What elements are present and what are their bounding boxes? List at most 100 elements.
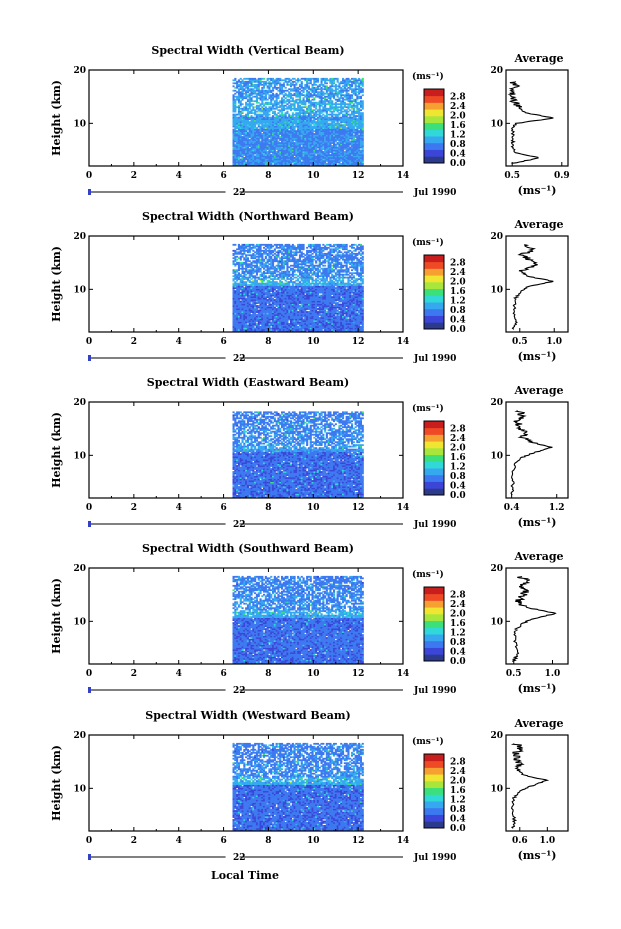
heatmap-cell (336, 134, 339, 137)
heatmap-cell (318, 321, 321, 324)
heatmap-cell (343, 318, 346, 321)
heatmap-cell (248, 95, 251, 98)
heatmap-cell (281, 155, 284, 158)
heatmap-cell (327, 327, 330, 330)
heatmap-cell (334, 83, 337, 86)
heatmap-cell (334, 143, 337, 146)
heatmap-cell (327, 157, 330, 159)
heatmap-cell (325, 323, 328, 325)
heatmap-cell (266, 137, 269, 140)
heatmap-cell (272, 311, 275, 313)
heatmap-cell (243, 329, 246, 331)
heatmap-cell (273, 151, 276, 153)
heatmap-cell (315, 121, 318, 123)
heatmap-cell (264, 309, 267, 312)
heatmap-cell (259, 308, 262, 310)
heatmap-cell (286, 103, 289, 106)
heatmap-cell (333, 154, 336, 156)
heatmap-cell (286, 327, 289, 330)
heatmap-cell (336, 106, 339, 109)
heatmap-cell (281, 109, 284, 112)
heatmap-cell (309, 306, 312, 309)
heatmap-cell (322, 326, 325, 328)
heatmap-cell (277, 311, 280, 313)
heatmap-cell (318, 110, 321, 113)
heatmap-cell (331, 80, 334, 83)
heatmap-cell (297, 155, 300, 158)
heatmap-cell (297, 88, 300, 91)
heatmap-cell (300, 164, 303, 167)
heatmap-cell (263, 143, 266, 146)
heatmap-cell (331, 134, 334, 137)
heatmap-cell (295, 109, 298, 112)
heatmap-cell (234, 134, 237, 137)
heatmap-cell (361, 82, 364, 85)
heatmap-cell (268, 155, 271, 158)
heatmap-cell (232, 149, 235, 152)
heatmap-cell (306, 100, 309, 103)
heatmap-cell (361, 89, 364, 92)
heatmap-cell (352, 164, 355, 167)
heatmap-cell (284, 151, 287, 153)
heatmap-cell (241, 124, 244, 126)
heatmap-cell (293, 326, 296, 328)
heatmap-cell (266, 154, 269, 156)
heatmap-cell (290, 143, 293, 146)
heatmap-cell (342, 152, 345, 155)
heatmap-cell (338, 92, 341, 95)
heatmap-cell (252, 133, 255, 135)
heatmap-cell (257, 89, 260, 92)
heatmap-cell (359, 97, 362, 100)
heatmap-cell (257, 79, 260, 82)
heatmap-cell (324, 133, 327, 135)
heatmap-cell (352, 155, 355, 158)
heatmap-cell (354, 317, 357, 319)
heatmap-cell (354, 121, 357, 123)
heatmap-cell (259, 83, 262, 86)
heatmap-cell (263, 122, 266, 125)
heatmap-cell (309, 145, 312, 147)
heatmap-cell (334, 127, 337, 129)
heatmap-cell (282, 133, 285, 135)
heatmap-cell (359, 95, 362, 98)
heatmap-cell (281, 143, 284, 146)
heatmap-cell (261, 88, 264, 91)
heatmap-cell (282, 330, 285, 333)
heatmap-cell (354, 85, 357, 88)
heatmap-cell (264, 110, 267, 113)
heatmap-cell (351, 163, 354, 165)
heatmap-cell (304, 311, 307, 313)
heatmap-cell (261, 101, 264, 104)
heatmap-cell (322, 320, 325, 322)
heatmap-cell (349, 116, 352, 119)
heatmap-cell (349, 323, 352, 325)
heatmap-cell (309, 330, 312, 333)
heatmap-cell (270, 148, 273, 150)
heatmap-cell (304, 106, 307, 109)
heatmap-cell (356, 115, 359, 117)
heatmap-cell (359, 133, 362, 135)
heatmap-cell (334, 104, 337, 107)
heatmap-cell (297, 95, 300, 98)
heatmap-cell (340, 314, 343, 316)
heatmap-cell (338, 146, 341, 149)
heatmap-cell (232, 119, 235, 122)
heatmap-cell (248, 330, 251, 333)
heatmap-cell (290, 136, 293, 138)
heatmap-cell (358, 326, 361, 328)
heatmap-cell (268, 128, 271, 131)
heatmap-cell (250, 119, 253, 122)
heatmap-cell (281, 116, 284, 119)
heatmap-cell (331, 311, 334, 313)
colorbar-band (424, 122, 444, 130)
heatmap-cell (327, 323, 330, 325)
heatmap-cell (245, 92, 248, 95)
heatmap-cell (286, 124, 289, 126)
heatmap-cell (255, 149, 258, 152)
heatmap-cell (263, 330, 266, 333)
heatmap-cell (298, 95, 301, 98)
heatmap-cell (290, 131, 293, 134)
heatmap-cell (338, 130, 341, 132)
heatmap-cell (246, 308, 249, 310)
heatmap-cell (354, 134, 357, 137)
